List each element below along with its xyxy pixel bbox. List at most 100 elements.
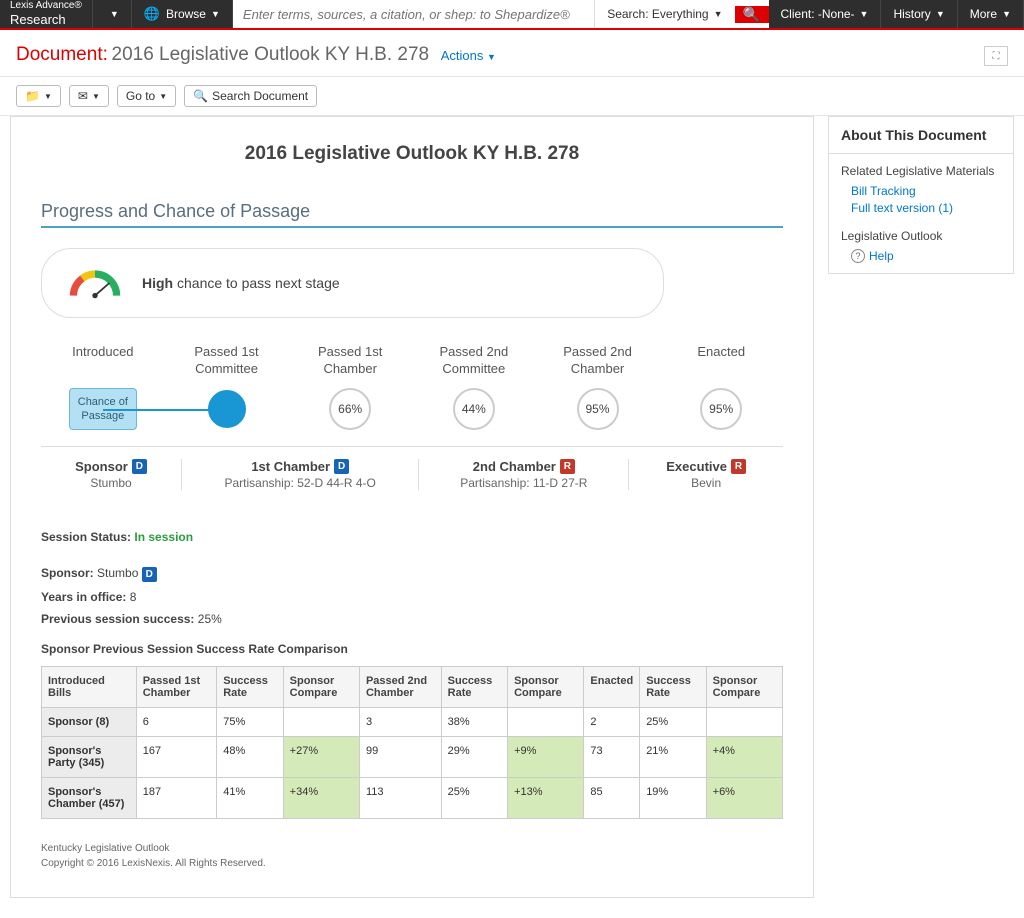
table-header: Success Rate [640, 667, 706, 708]
table-cell [706, 708, 782, 737]
stage-label: Passed 1stChamber [288, 344, 412, 378]
sponsor-detail: Sponsor: Stumbo D [41, 566, 783, 582]
table-header: Sponsor Compare [508, 667, 584, 708]
party-badge-d: D [334, 459, 349, 474]
section-title: Progress and Chance of Passage [41, 201, 783, 228]
chevron-down-icon: ▼ [211, 9, 220, 19]
chevron-down-icon: ▼ [44, 92, 52, 101]
legislative-outlook-label: Legislative Outlook [841, 229, 1001, 243]
stage-node: 95% [700, 388, 742, 430]
table-row: Sponsor's Chamber (457)18741%+34%11325%+… [42, 778, 783, 819]
footer-text: Kentucky Legislative Outlook Copyright ©… [41, 841, 783, 871]
table-cell: +13% [508, 778, 584, 819]
email-icon: ✉ [78, 89, 88, 103]
table-row: Sponsor (8)675%338%225% [42, 708, 783, 737]
table-cell: 19% [640, 778, 706, 819]
stage-label: Passed 1stCommittee [165, 344, 289, 378]
brand-line1: Lexis Advance® [10, 0, 82, 12]
bill-tracking-link[interactable]: Bill Tracking [851, 184, 1001, 198]
party-badge-d: D [132, 459, 147, 474]
doc-title: 2016 Legislative Outlook KY H.B. 278 [112, 44, 430, 65]
chevron-down-icon: ▼ [714, 9, 723, 19]
stage-node: 66% [329, 388, 371, 430]
main-panel: 2016 Legislative Outlook KY H.B. 278 Pro… [10, 116, 814, 898]
table-cell: +9% [508, 737, 584, 778]
stage-labels: Introduced Passed 1stCommittee Passed 1s… [41, 344, 783, 378]
history-menu[interactable]: History▼ [881, 0, 957, 28]
comparison-table: Introduced BillsPassed 1st ChamberSucces… [41, 666, 783, 819]
table-cell: 2 [584, 708, 640, 737]
stage-node: 44% [453, 388, 495, 430]
session-status: Session Status: In session [41, 530, 783, 544]
table-row: Sponsor's Party (345)16748%+27%9929%+9%7… [42, 737, 783, 778]
party-badge-r: R [560, 459, 575, 474]
more-menu[interactable]: More▼ [958, 0, 1024, 28]
search-scope[interactable]: Search: Everything▼ [594, 0, 734, 28]
search-button[interactable]: 🔍 [735, 6, 769, 23]
table-cell: 73 [584, 737, 640, 778]
stage-node: 95% [577, 388, 619, 430]
expand-button[interactable]: ⛶ [984, 46, 1008, 66]
browse-menu[interactable]: 🌐Browse▼ [132, 0, 233, 28]
about-panel: About This Document Related Legislative … [828, 116, 1014, 274]
table-cell: 75% [217, 708, 283, 737]
table-cell: 3 [359, 708, 441, 737]
nav-caret[interactable]: ▼ [93, 0, 132, 28]
search-box: Search: Everything▼ 🔍 [233, 0, 769, 28]
doc-label: Document: [16, 44, 108, 65]
table-cell: 48% [217, 737, 283, 778]
table-cell: 85 [584, 778, 640, 819]
table-cell: 113 [359, 778, 441, 819]
table-row-header: Sponsor's Chamber (457) [42, 778, 137, 819]
table-header: Passed 2nd Chamber [359, 667, 441, 708]
table-cell: +4% [706, 737, 782, 778]
stage-label: Introduced [41, 344, 165, 378]
top-nav: Lexis Advance® Research ▼ 🌐Browse▼ Searc… [0, 0, 1024, 30]
search-icon: 🔍 [743, 6, 760, 23]
table-cell: 38% [441, 708, 507, 737]
chevron-down-icon: ▼ [92, 92, 100, 101]
stage-row: Chance ofPassage 66% 44% 95% 95% [41, 388, 783, 431]
document-header: Document: 2016 Legislative Outlook KY H.… [0, 30, 1024, 77]
table-cell: +6% [706, 778, 782, 819]
sponsor-col: SponsorD Stumbo [41, 459, 182, 490]
actions-menu[interactable]: Actions ▼ [441, 48, 496, 63]
goto-button[interactable]: Go to▼ [117, 85, 176, 107]
table-header: Success Rate [217, 667, 283, 708]
help-link[interactable]: ?Help [851, 249, 1001, 263]
email-button[interactable]: ✉▼ [69, 85, 109, 107]
client-menu[interactable]: Client: -None-▼ [769, 0, 882, 28]
years-detail: Years in office: 8 [41, 590, 783, 604]
browse-label: Browse [166, 7, 206, 21]
search-icon: 🔍 [193, 89, 208, 103]
folder-button[interactable]: 📁▼ [16, 85, 61, 107]
search-doc-button[interactable]: 🔍Search Document [184, 85, 317, 107]
table-row-header: Sponsor (8) [42, 708, 137, 737]
table-header: Success Rate [441, 667, 507, 708]
related-materials-label: Related Legislative Materials [841, 164, 1001, 178]
chamber2-col: 2nd ChamberR Partisanship: 11-D 27-R [419, 459, 629, 490]
stage-label: Passed 2ndCommittee [412, 344, 536, 378]
table-title: Sponsor Previous Session Success Rate Co… [41, 642, 783, 656]
expand-icon: ⛶ [993, 51, 1000, 62]
table-cell: 25% [441, 778, 507, 819]
search-input[interactable] [233, 7, 594, 22]
chevron-down-icon: ▼ [159, 92, 167, 101]
table-cell: 6 [136, 708, 216, 737]
table-cell: 167 [136, 737, 216, 778]
table-cell: 99 [359, 737, 441, 778]
table-cell: +34% [283, 778, 359, 819]
chevron-down-icon: ▼ [110, 9, 119, 19]
table-row-header: Sponsor's Party (345) [42, 737, 137, 778]
stage-label: Enacted [659, 344, 783, 378]
prev-success-detail: Previous session success: 25% [41, 612, 783, 626]
full-text-link[interactable]: Full text version (1) [851, 201, 1001, 215]
table-header: Passed 1st Chamber [136, 667, 216, 708]
chevron-down-icon: ▼ [1002, 9, 1011, 19]
table-header: Sponsor Compare [706, 667, 782, 708]
gauge-card: High chance to pass next stage [41, 248, 664, 318]
gauge-text: High chance to pass next stage [142, 275, 340, 291]
table-header: Enacted [584, 667, 640, 708]
party-badge-d: D [142, 567, 157, 582]
brand: Lexis Advance® Research [0, 0, 93, 28]
